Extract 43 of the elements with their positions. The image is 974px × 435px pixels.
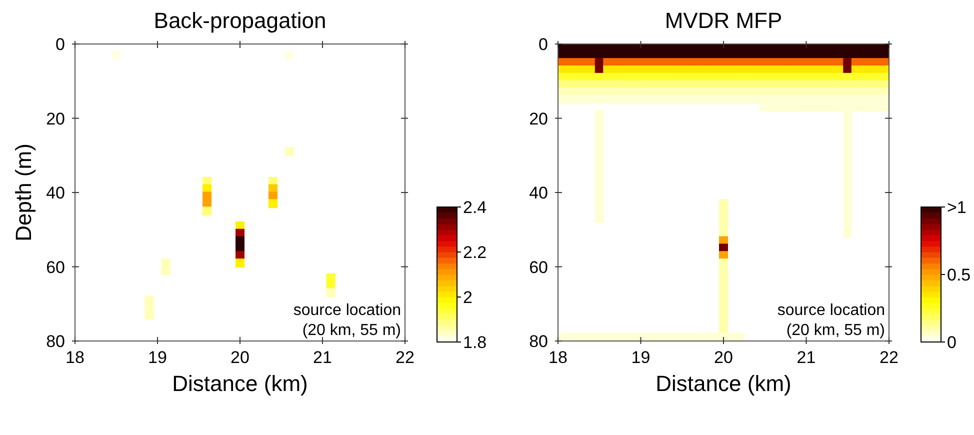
y-tick-label: 40 xyxy=(529,184,548,202)
x-tick-label: 19 xyxy=(631,348,650,367)
point xyxy=(268,199,278,208)
x-tick-label: 21 xyxy=(796,348,816,367)
x-tick-label: 19 xyxy=(148,348,167,367)
y-tick-label: 60 xyxy=(46,258,65,277)
point xyxy=(161,266,170,275)
point xyxy=(112,50,121,60)
point xyxy=(236,258,244,268)
color-bar-label: 2 xyxy=(463,288,472,307)
x-axis-title: Distance (km) xyxy=(656,371,792,396)
y-tick-label: 20 xyxy=(46,109,65,128)
color-bar-label: 1.8 xyxy=(463,333,487,352)
x-tick-label: 20 xyxy=(714,348,733,367)
y-tick-label: 20 xyxy=(529,109,548,128)
y-axis-title: Depth (m) xyxy=(11,144,36,242)
point xyxy=(144,310,154,320)
y-tick-label: 0 xyxy=(56,35,65,54)
point xyxy=(202,206,212,216)
color-bar-label: 0 xyxy=(947,333,956,352)
point xyxy=(285,147,294,156)
point xyxy=(285,50,294,60)
x-tick-label: 18 xyxy=(548,348,568,367)
chart-title: MVDR MFP xyxy=(664,8,782,33)
y-tick-label: 80 xyxy=(46,332,65,351)
color-bar-label: 2.2 xyxy=(463,243,487,262)
annotation: source location (20 km, 55 m) xyxy=(777,302,885,339)
color-bar-label: 0.5 xyxy=(947,266,971,284)
x-tick-label: 22 xyxy=(396,348,414,367)
color-bar-label: 2.4 xyxy=(463,198,487,217)
y-tick-label: 40 xyxy=(46,184,65,202)
x-tick-label: 18 xyxy=(66,348,84,367)
point xyxy=(326,288,336,298)
x-tick-label: 20 xyxy=(230,348,250,367)
x-axis-title: Distance (km) xyxy=(172,371,308,396)
annotation: source location (20 km, 55 m) xyxy=(293,302,401,339)
y-tick-label: 0 xyxy=(538,35,548,54)
color-bar-label: >1 xyxy=(947,198,966,217)
chart-title: Back-propagation xyxy=(154,8,326,33)
y-tick-label: 60 xyxy=(529,258,548,277)
y-tick-label: 80 xyxy=(529,332,548,351)
x-tick-label: 21 xyxy=(313,348,332,367)
x-tick-label: 22 xyxy=(880,348,898,367)
